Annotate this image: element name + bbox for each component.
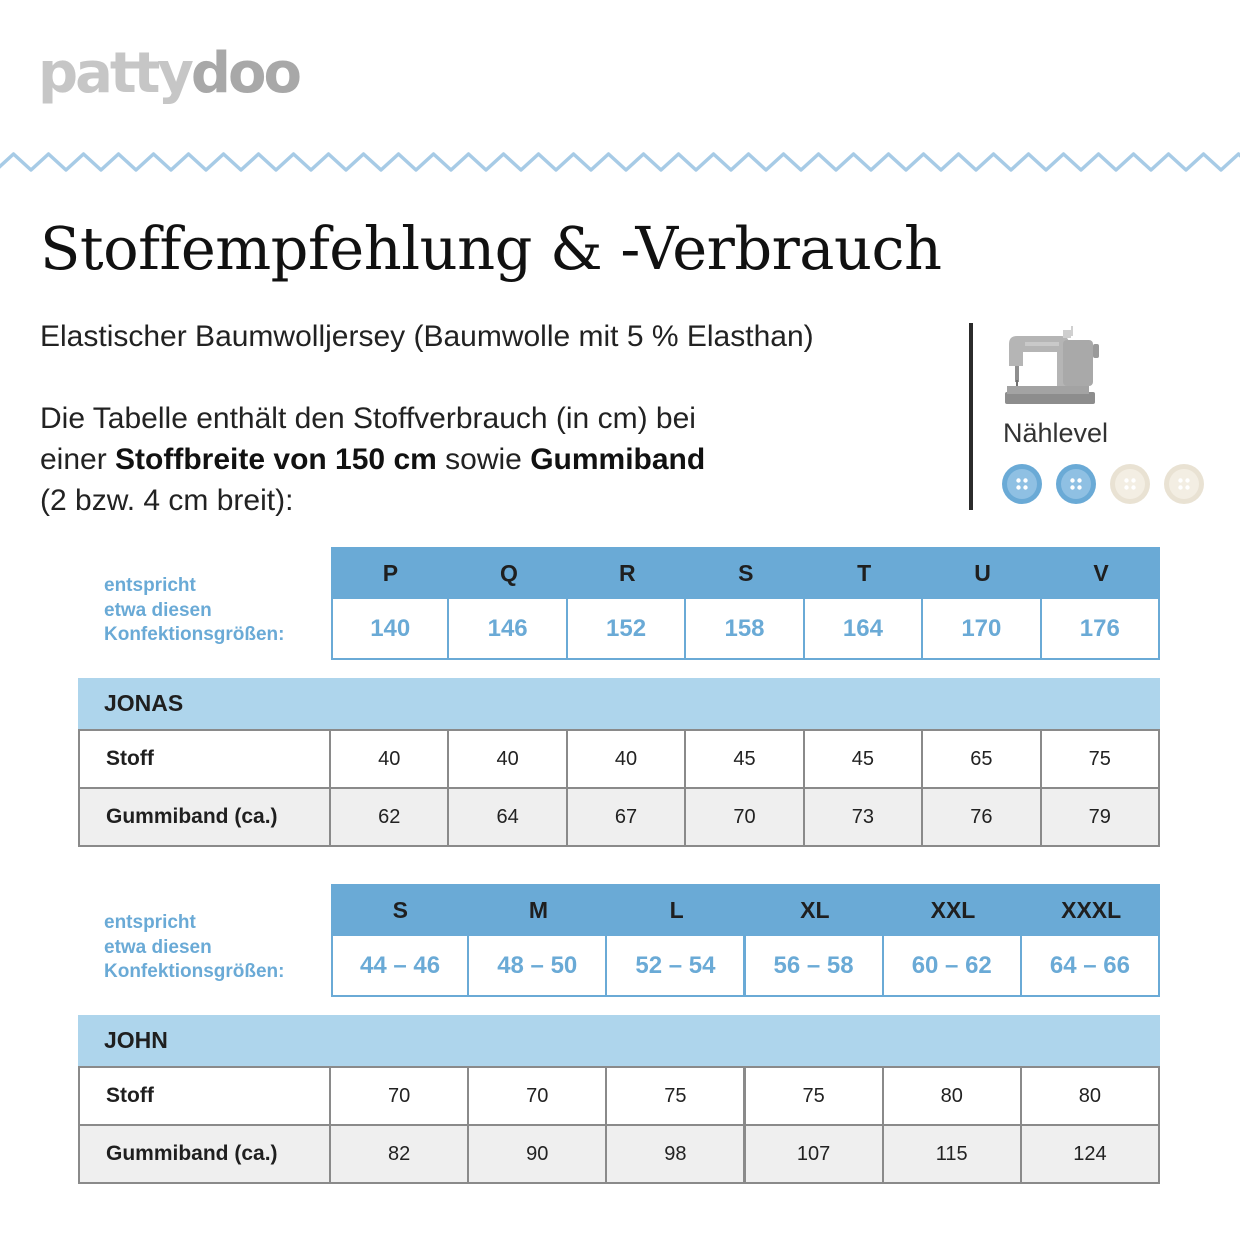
value-cell: 67 [565,787,687,847]
size-equivalent-cell: 56 – 58 [743,936,884,997]
size-equivalent-cell: 140 [331,599,450,660]
size-equivalent-cell: 48 – 50 [467,936,608,997]
value-cell: 70 [467,1066,608,1126]
value-cell: 76 [921,787,1042,847]
divider-line [969,323,973,510]
size-header: T [804,547,924,599]
value-cell: 65 [921,729,1042,789]
fabric-width: Stoffbreite von 150 cm [115,443,437,476]
size-note-line: Konfektionsgrößen: [104,624,285,645]
value-cell: 80 [1019,1066,1160,1126]
size-equivalent-cell: 170 [921,599,1042,660]
size-equivalent-cell: 164 [802,599,924,660]
size-equivalent-cell: 152 [565,599,687,660]
size-header: XXL [883,884,1023,936]
value-cell: 64 [447,787,568,847]
description-line-2-mid: sowie [436,443,531,476]
row-label: Gummiband (ca.) [78,787,331,847]
value-cell: 75 [1039,729,1160,789]
value-cell: 45 [802,729,924,789]
description-line-1: Die Tabelle enthält den Stoffverbrauch (… [40,402,696,435]
value-cell: 115 [881,1124,1022,1184]
size-equivalent-cell: 44 – 46 [331,936,470,997]
logo-part-1: patty [38,41,194,106]
value-cell: 70 [684,787,805,847]
value-cell: 62 [329,787,450,847]
value-cell: 70 [329,1066,470,1126]
size-header: XL [745,884,885,936]
button-filled-icon [1002,464,1042,504]
button-empty-icon [1110,464,1150,504]
value-cell: 73 [802,787,924,847]
value-cell: 75 [605,1066,746,1126]
row-label: Gummiband (ca.) [78,1124,331,1184]
table-description: Die Tabelle enthält den Stoffverbrauch (… [40,398,940,521]
size-header: XXXL [1021,884,1161,936]
size-note-line: etwa diesen [104,599,212,621]
value-cell: 107 [743,1124,884,1184]
size-note-line: entspricht [104,912,196,933]
size-header: L [607,884,746,936]
size-header: M [469,884,608,936]
size-header: U [923,547,1043,599]
description-line-3: (2 bzw. 4 cm breit): [40,484,294,517]
pattern-name-band: JOHN [78,1015,1160,1066]
size-header: S [686,547,806,599]
value-cell: 90 [467,1124,608,1184]
pattern-name-band: JONAS [78,678,1160,729]
value-cell: 40 [447,729,568,789]
sewing-level-label: Nählevel [1003,418,1109,448]
pattydoo-logo: pattydoo [38,46,302,102]
value-cell: 75 [743,1066,884,1126]
wave-divider [0,152,1240,172]
value-cell: 45 [684,729,805,789]
value-cell: 82 [329,1124,470,1184]
size-equivalent-note: entspricht etwa diesen Konfektionsgrößen: [104,574,285,648]
button-filled-icon [1056,464,1096,504]
elastic-band-term: Gummiband [530,443,706,476]
size-equivalent-cell: 64 – 66 [1019,936,1160,997]
value-cell: 40 [329,729,450,789]
size-equivalent-cell: 176 [1039,599,1160,660]
size-equivalent-cell: 52 – 54 [605,936,746,997]
value-cell: 98 [605,1124,746,1184]
value-cell: 80 [881,1066,1022,1126]
size-equivalent-note: entspricht etwa diesen Konfektionsgrößen: [104,911,285,985]
size-note-line: Konfektionsgrößen: [104,961,285,982]
size-header: R [567,547,687,599]
size-header: V [1041,547,1161,599]
row-label: Stoff [78,1066,331,1126]
value-cell: 79 [1039,787,1160,847]
size-header: Q [449,547,569,599]
size-note-line: entspricht [104,575,196,596]
fabric-recommendation: Elastischer Baumwolljersey (Baumwolle mi… [40,320,814,353]
size-equivalent-cell: 146 [447,599,568,660]
page-title: Stoffempfehlung & -Verbrauch [40,214,942,283]
sewing-level-rating [1001,463,1205,505]
size-equivalent-cell: 158 [684,599,805,660]
row-label: Stoff [78,729,331,789]
size-equivalent-cell: 60 – 62 [881,936,1022,997]
size-header: P [331,547,450,599]
description-line-2-pre: einer [40,443,116,476]
logo-part-2: doo [190,41,302,106]
size-header: S [331,884,470,936]
button-empty-icon [1164,464,1204,504]
value-cell: 124 [1019,1124,1160,1184]
sewing-machine-icon [1005,326,1099,404]
value-cell: 40 [565,729,687,789]
size-note-line: etwa diesen [104,936,212,958]
